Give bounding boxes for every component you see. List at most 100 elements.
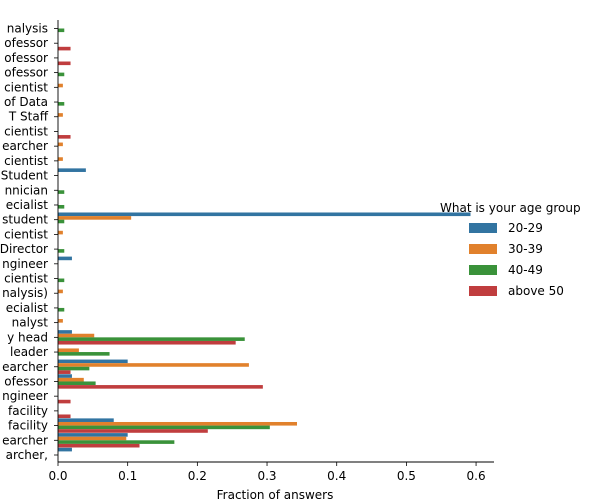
y-tick-label: nnician	[5, 183, 48, 197]
legend-title: What is your age group	[440, 201, 581, 215]
bar-30-39-24	[58, 377, 84, 382]
x-tick-label: 0.1	[118, 469, 137, 483]
x-axis-label: Fraction of answers	[217, 488, 334, 500]
bar-30-39-28	[58, 436, 127, 441]
y-tick-label: nalysis	[7, 22, 48, 36]
bar-40-49-11	[58, 190, 65, 194]
y-tick-label: cientist	[4, 154, 48, 168]
bar-30-39-27	[58, 421, 297, 426]
y-tick-label: ofessor	[4, 36, 48, 50]
bar-40-49-3	[58, 72, 65, 77]
bars-group	[58, 28, 471, 452]
bar-above-50-7	[58, 135, 71, 139]
bar-40-49-15	[58, 249, 65, 253]
bar-30-39-8	[58, 142, 63, 147]
bar-30-39-21	[58, 333, 95, 338]
y-tick-label: of Data	[4, 95, 48, 109]
bar-above-50-21	[58, 340, 236, 345]
y-tick-label: Student	[1, 169, 49, 183]
bar-30-39-22	[58, 348, 79, 353]
bar-20-29-10	[58, 168, 86, 172]
bar-30-39-20	[58, 319, 63, 323]
x-tick-label: 0.5	[397, 469, 416, 483]
y-tick-label: archer,	[6, 448, 48, 462]
legend-swatch-30-39	[469, 244, 497, 254]
bar-40-49-21	[58, 337, 245, 341]
y-tick-label: leader	[10, 345, 48, 359]
bar-30-39-6	[58, 113, 63, 117]
bar-30-39-9	[58, 157, 63, 161]
bar-20-29-16	[58, 256, 72, 261]
bar-20-29-28	[58, 433, 128, 437]
bar-above-50-25	[58, 399, 71, 404]
y-ticks	[54, 28, 58, 456]
legend: What is your age group 20-29 30-39 40-49 ab…	[440, 201, 581, 298]
bar-30-39-13	[58, 216, 132, 220]
y-tick-label: nalyst	[12, 316, 49, 330]
bar-above-50-26	[58, 414, 71, 419]
bar-40-49-5	[58, 102, 65, 106]
bar-above-50-27	[58, 429, 208, 433]
bar-30-39-14	[58, 230, 63, 235]
y-tick-label: facility	[8, 404, 48, 418]
y-tick-label: facility	[8, 419, 48, 433]
bar-40-49-24	[58, 381, 96, 386]
x-tick-label: 0.0	[48, 469, 67, 483]
bar-40-49-17	[58, 278, 65, 283]
x-tick-label: 0.3	[257, 469, 276, 483]
bar-40-49-13	[58, 219, 65, 224]
bar-30-39-18	[58, 289, 63, 294]
bar-20-29-13	[58, 212, 471, 217]
y-tick-label: ofessor	[4, 51, 48, 65]
legend-swatch-above-50	[469, 286, 497, 296]
bar-20-29-29	[58, 447, 72, 452]
bar-40-49-22	[58, 352, 110, 356]
bar-above-50-1	[58, 46, 71, 51]
bar-40-49-0	[58, 28, 65, 33]
bar-30-39-23	[58, 363, 249, 367]
y-tick-label: ngineer	[2, 389, 48, 403]
x-ticks: 0.0 0.1 0.2 0.3 0.4 0.5 0.6	[48, 462, 486, 483]
y-tick-label: cientist	[4, 272, 48, 286]
y-tick-label: Director	[0, 242, 48, 256]
y-tick-label: y head	[7, 330, 48, 344]
legend-label: above 50	[508, 284, 564, 298]
bar-40-49-23	[58, 366, 90, 371]
bar-40-49-19	[58, 307, 65, 312]
y-tick-label: earcher	[2, 360, 48, 374]
x-tick-label: 0.4	[327, 469, 346, 483]
bar-40-49-27	[58, 425, 270, 430]
x-tick-label: 0.2	[188, 469, 207, 483]
x-tick-label: 0.6	[467, 469, 486, 483]
y-tick-label: earcher	[2, 433, 48, 447]
bar-above-50-28	[58, 443, 140, 448]
bar-20-29-23	[58, 359, 128, 364]
legend-label: 30-39	[508, 242, 543, 256]
y-tick-label: ecialist	[6, 301, 49, 315]
bar-20-29-27	[58, 418, 114, 422]
legend-label: 40-49	[508, 263, 543, 277]
y-tick-label: student	[2, 213, 48, 227]
y-tick-label: ofessor	[4, 66, 48, 80]
legend-label: 20-29	[508, 221, 543, 235]
y-tick-label: ofessor	[4, 374, 48, 388]
bar-20-29-24	[58, 374, 72, 378]
bar-above-50-24	[58, 385, 263, 389]
y-tick-label: ngineer	[2, 257, 48, 271]
y-tick-label: cientist	[4, 80, 48, 94]
y-tick-label: ecialist	[6, 198, 49, 212]
y-tick-label: cientist	[4, 124, 48, 138]
y-tick-label: cientist	[4, 227, 48, 241]
bar-above-50-23	[58, 370, 71, 374]
bar-40-49-28	[58, 440, 175, 444]
legend-swatch-20-29	[469, 223, 497, 233]
y-tick-label: T Staff	[8, 110, 49, 124]
y-tick-label: nalysis)	[2, 286, 48, 300]
legend-swatch-40-49	[469, 265, 497, 275]
bar-30-39-4	[58, 83, 63, 88]
bar-40-49-12	[58, 204, 65, 209]
bar-20-29-21	[58, 330, 72, 334]
bar-above-50-2	[58, 61, 71, 66]
